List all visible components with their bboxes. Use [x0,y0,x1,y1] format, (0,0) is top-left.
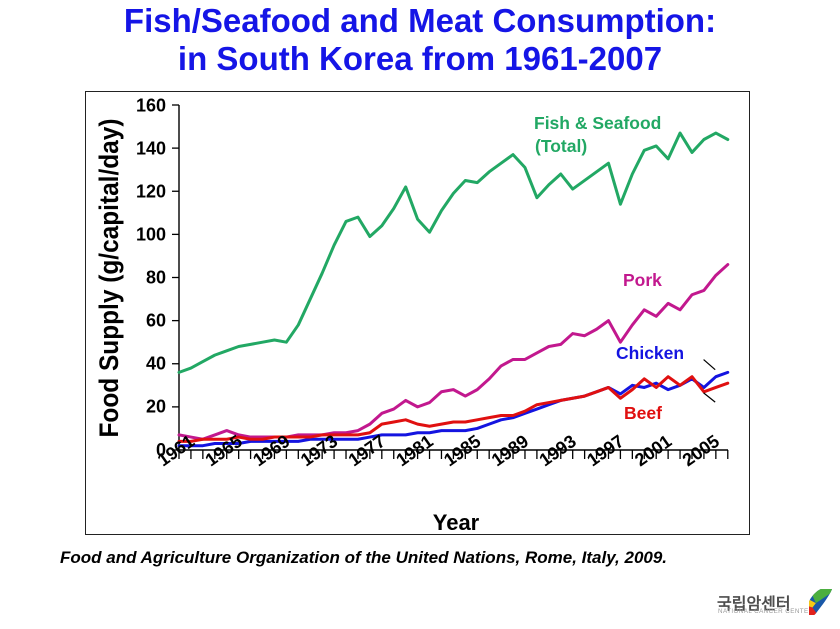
svg-text:Food Supply (g/capital/day): Food Supply (g/capital/day) [94,119,124,438]
svg-text:60: 60 [146,311,166,331]
svg-text:1985: 1985 [440,431,484,470]
svg-text:2001: 2001 [631,431,675,470]
svg-text:160: 160 [136,96,166,116]
svg-text:80: 80 [146,268,166,288]
svg-text:(Total): (Total) [535,136,587,156]
svg-text:120: 120 [136,182,166,202]
svg-text:Chicken: Chicken [616,343,684,363]
svg-text:1993: 1993 [536,431,580,470]
svg-text:1981: 1981 [392,431,436,470]
svg-text:Year: Year [433,510,480,535]
svg-text:1989: 1989 [488,431,532,470]
svg-text:Pork: Pork [623,270,662,290]
svg-text:40: 40 [146,354,166,374]
svg-text:140: 140 [136,139,166,159]
svg-text:20: 20 [146,397,166,417]
svg-text:100: 100 [136,225,166,245]
svg-text:Fish & Seafood: Fish & Seafood [534,113,661,133]
svg-text:1997: 1997 [583,431,627,470]
svg-text:2005: 2005 [679,431,723,470]
svg-text:Beef: Beef [624,403,662,423]
